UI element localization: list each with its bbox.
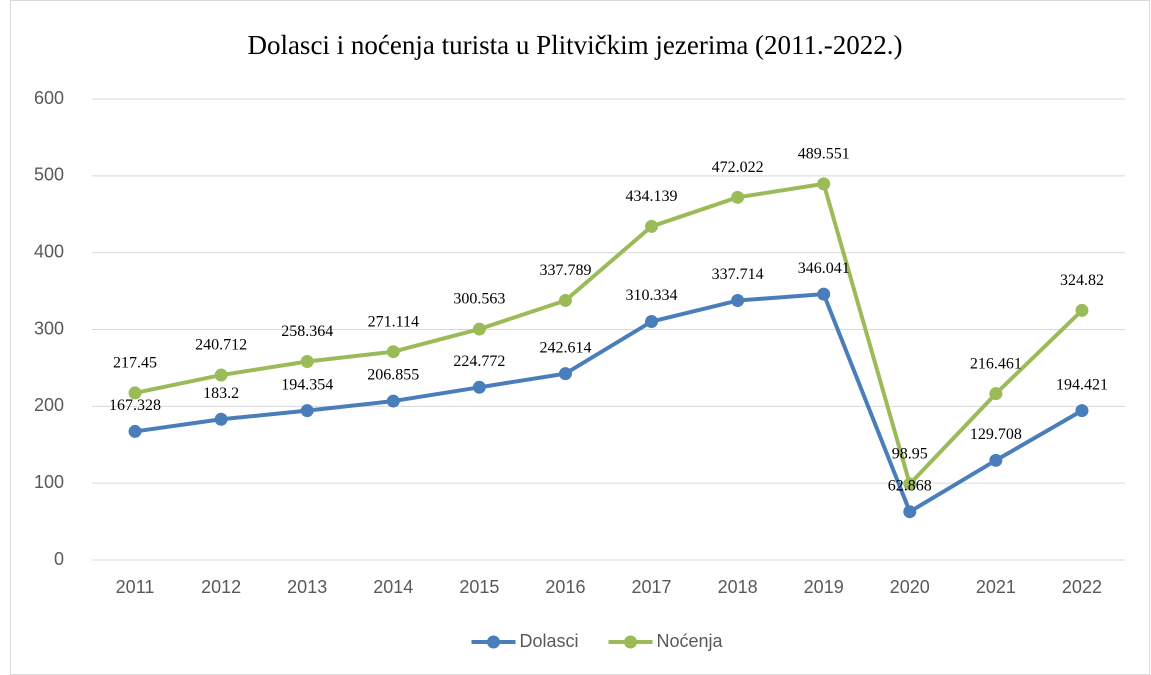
x-tick-label: 2012 (201, 577, 241, 597)
x-tick-label: 2014 (373, 577, 413, 597)
data-point (1075, 303, 1089, 317)
x-tick-label: 2021 (976, 577, 1016, 597)
data-point (817, 287, 831, 301)
chart-title: Dolasci i noćenja turista u Plitvičkim j… (247, 30, 902, 60)
data-point (128, 386, 142, 400)
data-label: 194.354 (281, 376, 333, 393)
x-tick-label: 2018 (718, 577, 758, 597)
data-label: 129.708 (970, 426, 1022, 443)
y-tick-label: 600 (34, 88, 64, 108)
data-point (472, 322, 486, 336)
data-point (472, 380, 486, 394)
y-tick-label: 400 (34, 241, 64, 261)
legend-label: Noćenja (657, 631, 724, 651)
data-label: 258.364 (281, 323, 333, 340)
data-point (214, 368, 228, 382)
y-tick-label: 300 (34, 318, 64, 338)
data-label: 337.789 (539, 262, 591, 279)
data-point (903, 505, 917, 519)
data-label: 206.855 (367, 367, 419, 384)
data-point (558, 293, 572, 307)
data-label: 217.45 (113, 355, 157, 372)
legend-label: Dolasci (520, 631, 579, 651)
data-label: 337.714 (712, 266, 764, 283)
data-label: 98.95 (892, 446, 928, 463)
data-point (731, 294, 745, 308)
series-line (134, 292, 1083, 514)
x-tick-label: 2019 (804, 577, 844, 597)
data-label: 167.328 (109, 397, 161, 414)
data-point (989, 387, 1003, 401)
data-label: 300.563 (453, 291, 505, 308)
data-point (645, 219, 659, 233)
data-label: 240.712 (195, 337, 247, 354)
x-tick-label: 2013 (287, 577, 327, 597)
data-point (300, 354, 314, 368)
data-point (558, 367, 572, 381)
x-tick-label: 2011 (116, 577, 155, 597)
data-label: 472.022 (712, 159, 764, 176)
y-tick-label: 100 (34, 472, 64, 492)
legend-marker (487, 635, 500, 649)
data-label: 62.868 (888, 477, 932, 494)
x-tick-label: 2016 (545, 577, 585, 597)
data-point (214, 412, 228, 426)
x-tick-label: 2022 (1062, 577, 1102, 597)
data-point (386, 394, 400, 408)
data-label: 310.334 (626, 287, 678, 304)
data-point (989, 453, 1003, 467)
data-label: 216.461 (970, 355, 1022, 372)
data-label: 183.2 (203, 385, 239, 402)
data-point (386, 345, 400, 359)
data-point (300, 404, 314, 418)
data-label: 346.041 (798, 260, 850, 277)
data-point (1075, 404, 1089, 418)
data-label: 224.772 (453, 353, 505, 370)
data-point (817, 177, 831, 191)
data-label: 434.139 (626, 188, 678, 205)
y-tick-label: 500 (34, 165, 64, 185)
data-label: 324.82 (1060, 272, 1104, 289)
y-tick-label: 200 (34, 395, 64, 415)
x-tick-label: 2017 (632, 577, 672, 597)
data-label: 242.614 (539, 339, 591, 356)
x-tick-label: 2020 (890, 577, 930, 597)
legend-marker (624, 635, 637, 649)
x-tick-label: 2015 (459, 577, 499, 597)
data-point (731, 190, 745, 204)
data-label: 489.551 (798, 146, 850, 163)
data-point (128, 424, 142, 438)
data-label: 271.114 (368, 313, 419, 330)
data-point (903, 477, 917, 491)
data-label: 194.421 (1056, 376, 1108, 393)
chart-frame (10, 0, 1150, 675)
data-point (645, 315, 659, 329)
y-tick-label: 0 (54, 549, 64, 569)
series-line (134, 181, 1084, 486)
